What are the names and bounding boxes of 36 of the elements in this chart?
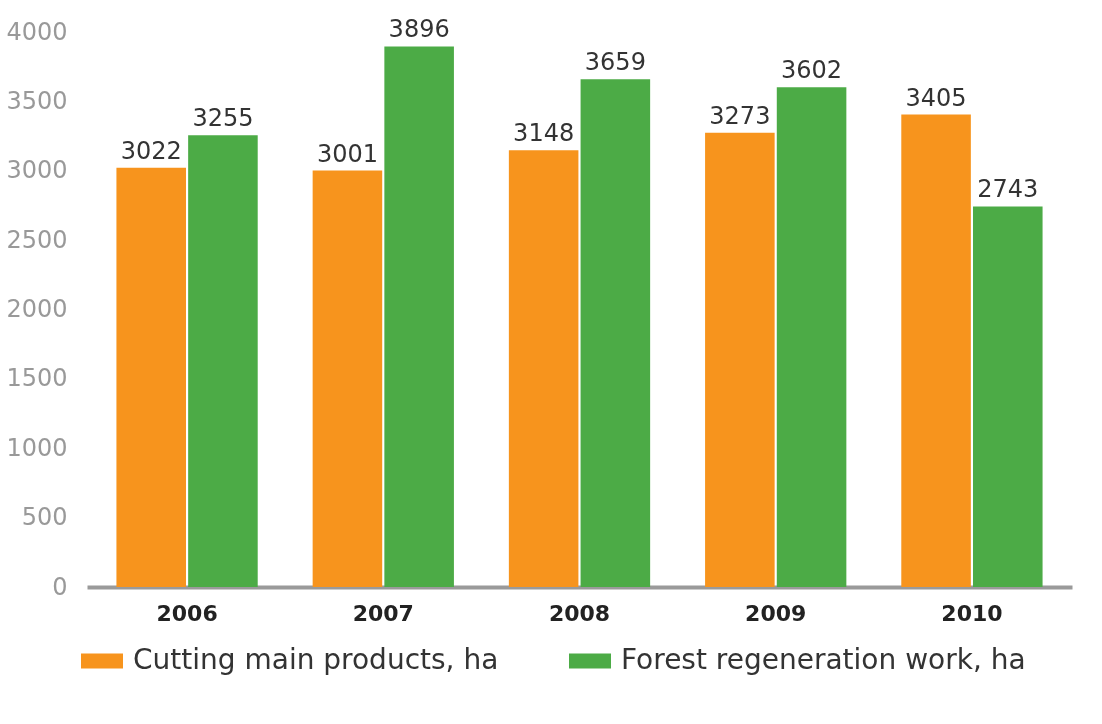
y-tick-label: 500 — [21, 503, 68, 532]
x-tick-label: 2006 — [156, 600, 218, 626]
y-tick-label: 2500 — [6, 225, 68, 254]
bar — [776, 87, 847, 587]
bar — [312, 170, 383, 587]
data-label: 3659 — [584, 48, 646, 77]
bar — [973, 206, 1043, 587]
data-label: 3001 — [316, 139, 378, 168]
bar — [188, 135, 258, 587]
data-label: 2743 — [977, 175, 1039, 204]
x-tick-label: 2007 — [352, 600, 414, 626]
bar — [705, 132, 775, 587]
data-label: 3896 — [388, 15, 450, 44]
data-label: 3255 — [192, 104, 254, 133]
y-tick-label: 0 — [52, 572, 68, 601]
bar — [580, 79, 651, 587]
y-tick-label: 1000 — [6, 433, 68, 462]
data-label: 3273 — [709, 101, 771, 130]
bar — [384, 46, 454, 587]
data-label: 3148 — [513, 119, 575, 148]
data-label: 3602 — [781, 56, 843, 85]
data-label: 3022 — [120, 136, 182, 165]
data-label: 3405 — [905, 83, 967, 112]
y-tick-label: 3000 — [6, 156, 68, 185]
bar — [116, 167, 186, 587]
y-tick-label: 3500 — [6, 86, 68, 115]
x-tick-label: 2008 — [548, 600, 611, 626]
y-tick-label: 4000 — [6, 17, 68, 46]
y-tick-label: 1500 — [6, 364, 68, 393]
bar — [508, 150, 579, 587]
x-tick-label: 2010 — [941, 600, 1003, 626]
legend-label: Forest regeneration work, ha — [621, 643, 1026, 676]
legend-label: Cutting main products, ha — [133, 643, 499, 676]
x-tick-label: 2009 — [745, 600, 807, 626]
y-tick-label: 2000 — [6, 295, 68, 323]
bar — [901, 114, 971, 587]
